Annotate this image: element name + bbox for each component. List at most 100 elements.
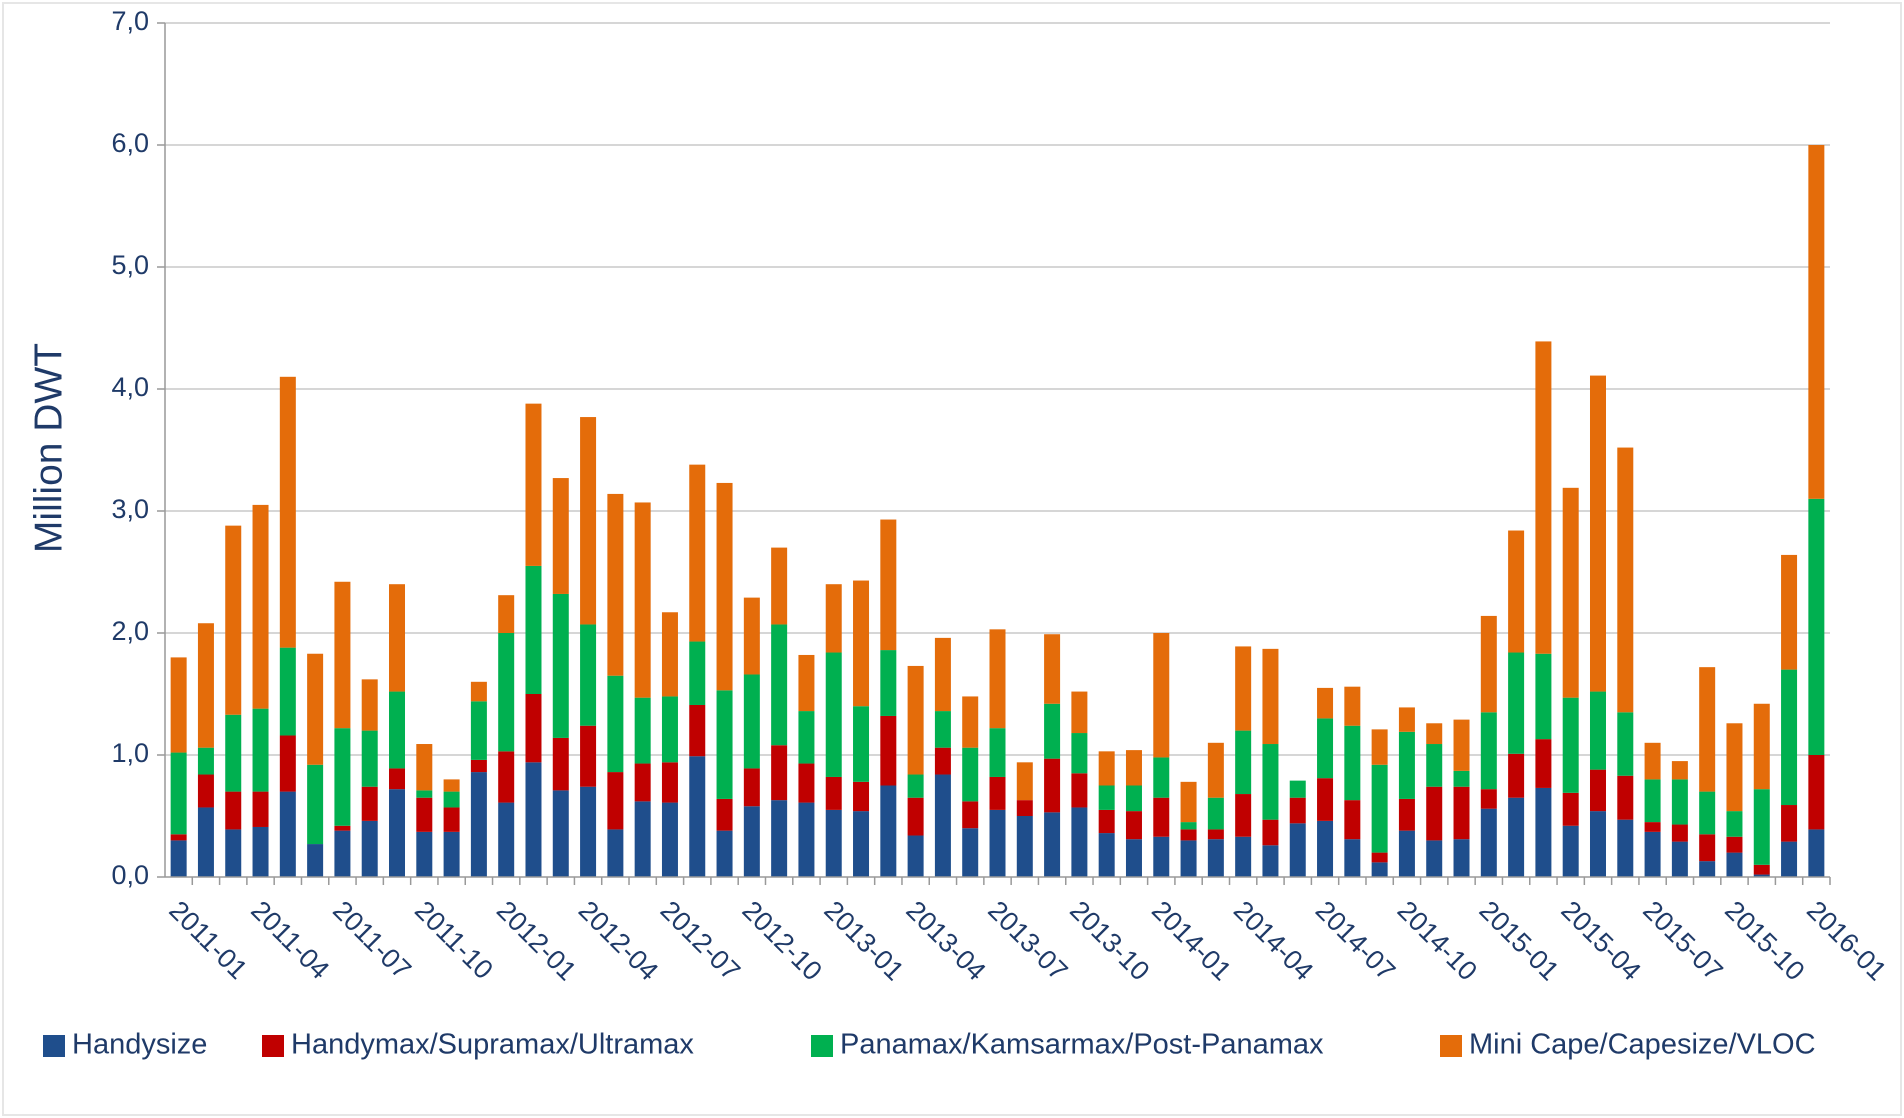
bar-segment	[443, 779, 460, 792]
bar-segment	[1726, 852, 1743, 877]
bar-segment	[1262, 845, 1279, 877]
bar-segment	[1317, 820, 1334, 877]
bar-segment	[1808, 145, 1825, 499]
bar-segment	[1071, 691, 1088, 734]
bar-segment	[689, 704, 706, 757]
bar-segment	[1098, 809, 1115, 834]
bar-segment	[771, 800, 788, 877]
bar-segment	[307, 844, 324, 877]
bar-segment	[416, 831, 433, 877]
bar-segment	[361, 820, 378, 877]
y-tick-label: 1,0	[111, 738, 149, 768]
bar-segment	[525, 565, 542, 694]
bar-segment	[1153, 757, 1170, 798]
legend-label: Handysize	[72, 1029, 207, 1061]
bar-segment	[1808, 498, 1825, 755]
bar-segment	[1398, 830, 1415, 877]
bar-segment	[580, 417, 597, 625]
bar-segment	[1016, 762, 1033, 801]
bar-segment	[661, 696, 678, 763]
bar-segment	[389, 768, 406, 790]
bar-segment	[1398, 707, 1415, 732]
bar-segment	[307, 653, 324, 765]
bar-segment	[334, 581, 351, 729]
bar-segment	[1617, 819, 1634, 877]
bar-segment	[498, 633, 515, 752]
bar-segment	[1426, 840, 1443, 877]
bar-segment	[743, 597, 760, 675]
bar-segment	[880, 650, 897, 716]
bar-segment	[1562, 825, 1579, 877]
bar-segment	[771, 547, 788, 625]
bar-segment	[416, 797, 433, 832]
bar-segment	[1508, 652, 1525, 754]
bar-segment	[1589, 375, 1606, 692]
bar-segment	[1508, 753, 1525, 798]
bar-segment	[853, 811, 870, 877]
bar-segment	[853, 580, 870, 707]
bar-segment	[1644, 831, 1661, 877]
bar-segment	[1808, 829, 1825, 877]
bar-segment	[907, 835, 924, 877]
bar-segment	[197, 747, 214, 775]
bar-segment	[552, 593, 569, 738]
bar-segment	[1726, 723, 1743, 812]
bar-segment	[1562, 487, 1579, 698]
legend-swatch	[1440, 1035, 1462, 1057]
bar-segment	[361, 730, 378, 787]
bar-segment	[607, 493, 624, 676]
bar-segment	[1562, 697, 1579, 793]
bar-segment	[716, 482, 733, 691]
bar-segment	[771, 624, 788, 746]
bar-segment	[1699, 667, 1716, 792]
bar-segment	[825, 584, 842, 653]
bar-segment	[934, 637, 951, 712]
bar-segment	[1644, 779, 1661, 823]
bar-segment	[1153, 633, 1170, 758]
bar-segment	[170, 752, 187, 835]
bar-segment	[1289, 780, 1306, 798]
bar-segment	[1617, 712, 1634, 776]
bar-segment	[1125, 750, 1142, 786]
bar-segment	[1453, 839, 1470, 877]
bar-segment	[661, 802, 678, 877]
bar-segment	[962, 801, 979, 829]
y-tick-label: 3,0	[111, 494, 149, 524]
bar-segment	[798, 802, 815, 877]
bar-segment	[934, 711, 951, 748]
bar-segment	[1262, 648, 1279, 745]
bar-segment	[1262, 819, 1279, 846]
bar-segment	[279, 647, 296, 736]
bar-segment	[1016, 816, 1033, 877]
bar-segment	[1289, 823, 1306, 877]
bar-segment	[853, 781, 870, 812]
bar-segment	[798, 654, 815, 712]
bar-segment	[689, 464, 706, 642]
bar-segment	[170, 657, 187, 753]
bar-segment	[743, 806, 760, 877]
bar-segment	[1562, 792, 1579, 826]
bar-segment	[1426, 723, 1443, 745]
bar-segment	[743, 674, 760, 769]
bar-segment	[634, 502, 651, 698]
bar-segment	[1781, 805, 1798, 842]
bar-segment	[798, 763, 815, 803]
bar-segment	[1644, 742, 1661, 780]
bar-segment	[1044, 812, 1061, 877]
bar-segment	[1699, 834, 1716, 862]
bar-segment	[416, 744, 433, 791]
bar-segment	[1426, 744, 1443, 787]
bar-segment	[1699, 861, 1716, 877]
bar-segment	[334, 830, 351, 877]
bar-segment	[498, 751, 515, 803]
bar-segment	[798, 711, 815, 764]
bar-segment	[1453, 786, 1470, 840]
bar-segment	[825, 652, 842, 777]
bar-segment	[307, 764, 324, 845]
legend-swatch	[43, 1035, 65, 1057]
bar-segment	[1016, 800, 1033, 816]
bar-segment	[1044, 634, 1061, 704]
bar-segment	[1044, 703, 1061, 759]
bar-segment	[907, 774, 924, 798]
